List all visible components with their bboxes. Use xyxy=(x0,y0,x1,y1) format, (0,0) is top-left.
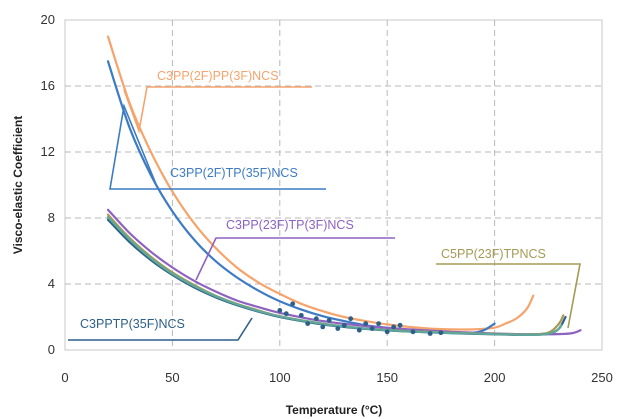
x-tick-label: 100 xyxy=(269,370,291,385)
annotation-label: C3PP(23F)TP(3F)NCS xyxy=(226,218,354,232)
y-tick-label: 0 xyxy=(48,342,55,357)
data-point xyxy=(277,308,283,313)
plot-frame xyxy=(64,19,603,351)
data-point xyxy=(427,331,433,336)
data-point xyxy=(348,316,354,322)
tick-labels: 0 50 100 150 200 250 0 4 8 12 16 20 xyxy=(41,12,613,385)
data-point xyxy=(335,326,341,331)
y-tick-label: 20 xyxy=(41,12,55,27)
x-tick-label: 150 xyxy=(376,370,398,385)
annotation-leader xyxy=(109,103,326,190)
series-line-5 xyxy=(106,216,563,336)
data-point xyxy=(326,317,332,323)
data-point xyxy=(410,329,416,335)
data-point xyxy=(397,322,403,328)
annotation-leader xyxy=(436,263,581,329)
x-axis-title: Temperature (°C) xyxy=(286,403,383,417)
y-axis-title: Visco-elastic Coefficient xyxy=(11,116,25,255)
y-tick-label: 4 xyxy=(48,276,55,291)
annotation-leader xyxy=(195,237,395,281)
annotation-leader xyxy=(68,317,253,341)
annotation-label: C3PP(2F)PP(3F)NCS xyxy=(157,69,279,83)
data-point xyxy=(356,327,362,333)
data-point xyxy=(391,324,397,330)
data-point xyxy=(341,322,347,328)
data-point xyxy=(305,321,311,326)
x-tick-label: 50 xyxy=(165,370,179,385)
y-tick-label: 12 xyxy=(41,144,55,159)
data-point xyxy=(298,312,304,318)
data-point xyxy=(313,316,319,322)
data-point xyxy=(320,324,326,330)
data-point xyxy=(283,311,289,317)
gridlines xyxy=(64,19,603,351)
y-tick-label: 16 xyxy=(41,78,55,93)
series-line-0 xyxy=(106,35,535,331)
annotation-label: C5PP(23F)TPNCS xyxy=(441,247,546,261)
x-tick-label: 0 xyxy=(61,370,68,385)
x-tick-label: 200 xyxy=(484,370,506,385)
y-tick-label: 8 xyxy=(48,210,55,225)
data-point xyxy=(290,301,296,307)
annotation-label: C3PP(2F)TP(35F)NCS xyxy=(170,166,298,180)
x-tick-label: 250 xyxy=(591,370,613,385)
data-point xyxy=(369,326,375,331)
data-point xyxy=(363,321,369,326)
annotation-leader xyxy=(123,86,312,135)
data-points xyxy=(277,301,444,336)
series-line-1 xyxy=(106,60,496,335)
data-point xyxy=(376,321,382,326)
annotations: C3PP(2F)PP(3F)NCS C3PP(2F)TP(35F)NCS C3PP(… xyxy=(68,69,581,341)
annotation-label: C3PPTP(35F)NCS xyxy=(80,317,185,331)
series-lines xyxy=(106,35,582,336)
data-point xyxy=(438,330,444,336)
data-point xyxy=(384,329,390,335)
